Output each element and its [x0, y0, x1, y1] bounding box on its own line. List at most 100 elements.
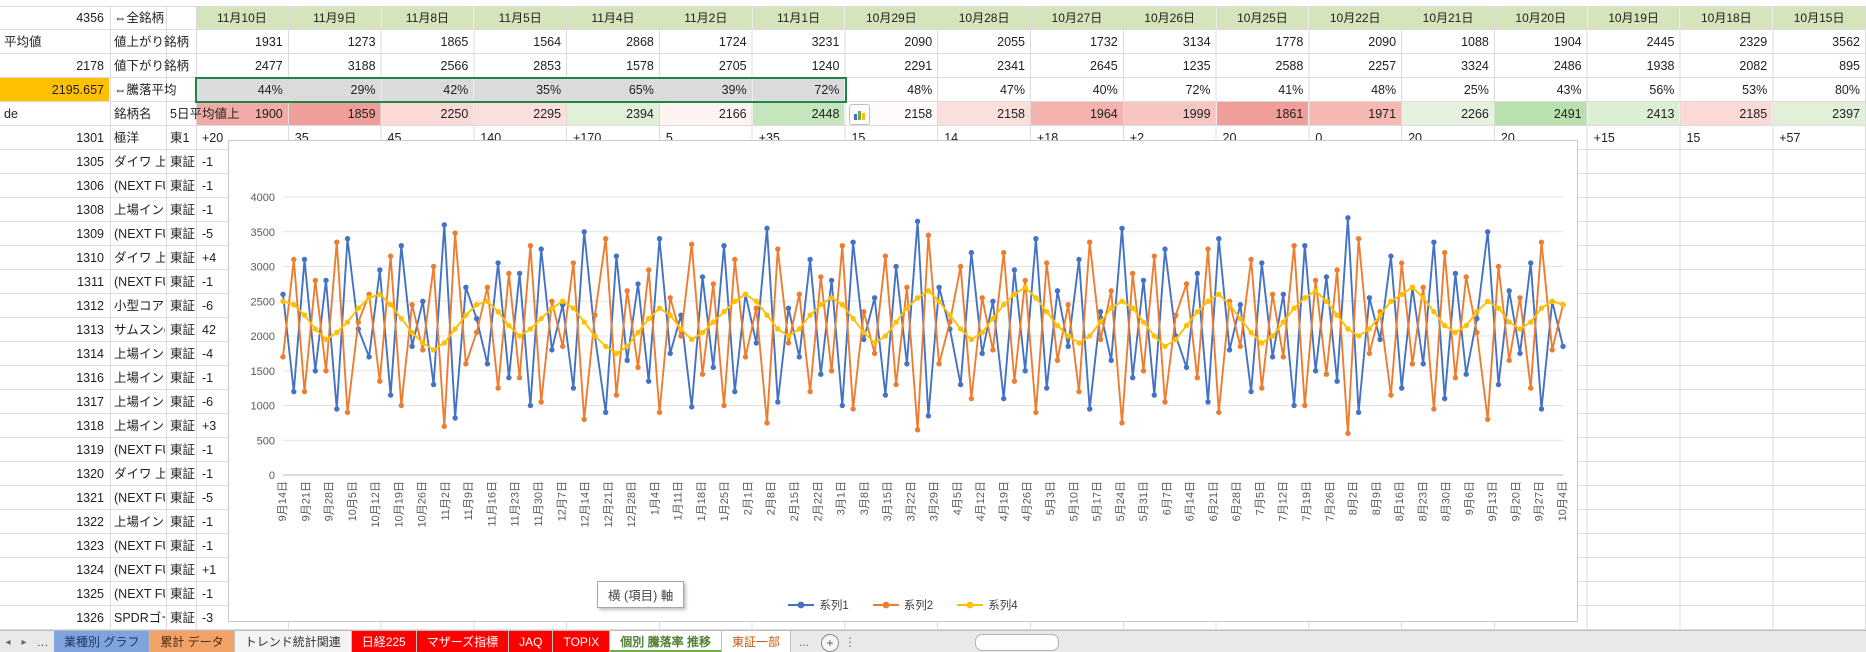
decliners-count-cell[interactable]: 2082 [1739, 59, 1768, 73]
ratio-label-cell[interactable]: ⇔騰落平均 [114, 83, 177, 97]
date-header-cell[interactable]: 10月26日 [1123, 6, 1216, 30]
avg5-value-cell[interactable]: 2413 [1587, 102, 1680, 126]
average-label-cell[interactable]: 平均値 [4, 35, 42, 49]
decliners-count-cell[interactable]: 2853 [533, 59, 562, 73]
date-header-cell[interactable]: 11月1日 [752, 6, 845, 30]
avg5-value-cell[interactable]: 2158 [938, 102, 1030, 126]
avg5-header-cell[interactable]: 5日平均値上 [170, 107, 240, 121]
stock-name-cell[interactable]: 上場インデ [114, 347, 165, 361]
sheet-tab-3[interactable]: トレンド統計関連 [234, 631, 352, 652]
stock-name-cell[interactable]: (NEXT FU [114, 563, 165, 577]
market-cell[interactable]: 東証 [170, 491, 195, 505]
stock-name-cell[interactable]: ダイワ 上場 [114, 155, 165, 169]
highlighted-average-cell[interactable]: 2195.657 [0, 78, 109, 102]
stock-name-cell[interactable]: ダイワ 上場 [114, 251, 165, 265]
stock-code-cell[interactable]: 1318 [76, 419, 104, 433]
date-header-cell[interactable]: 11月2日 [659, 6, 752, 30]
tab-nav-prev-icon[interactable]: ◂ [5, 636, 11, 648]
stock-code-cell[interactable]: 1311 [77, 275, 104, 289]
stock-code-cell[interactable]: 1324 [76, 563, 104, 577]
advancers-count-cell[interactable]: 3562 [1832, 35, 1860, 49]
ratio-cell[interactable]: 48% [1371, 83, 1397, 97]
advancers-count-cell[interactable]: 2868 [626, 35, 654, 49]
avg5-value-cell[interactable]: 2266 [1402, 102, 1494, 126]
ratio-cell[interactable]: 72% [1185, 83, 1211, 97]
advancers-count-cell[interactable]: 1088 [1461, 35, 1489, 49]
ratio-cell[interactable]: 25% [1463, 83, 1489, 97]
market-cell[interactable]: 東証 [170, 563, 195, 577]
advancers-label-cell[interactable]: 値上がり銘柄 [114, 35, 190, 49]
market-cell[interactable]: 東証 [170, 419, 195, 433]
avg5-value-cell[interactable]: 1861 [1216, 102, 1309, 126]
stock-code-cell[interactable]: 1325 [76, 587, 104, 601]
date-header-cell[interactable]: 11月4日 [567, 6, 659, 30]
ratio-cell[interactable]: 80% [1834, 83, 1860, 97]
advancers-count-cell[interactable]: 1931 [254, 35, 283, 49]
avg5-value-cell[interactable]: 1859 [288, 102, 381, 126]
market-cell[interactable]: 東証 [170, 275, 195, 289]
stock-name-cell[interactable]: (NEXT FU [114, 179, 165, 193]
cell-flag-icon[interactable] [849, 104, 870, 125]
decliners-count-cell[interactable]: 2291 [904, 59, 933, 73]
date-header-cell[interactable]: 11月8日 [381, 6, 474, 30]
avg5-value-cell[interactable]: 2448 [752, 102, 845, 126]
tab-scroll-splitter[interactable]: ⋮ [843, 635, 856, 649]
sheet-tab-2[interactable]: 累計 データ [150, 631, 235, 652]
stock-code-cell[interactable]: 1319 [76, 443, 104, 457]
stock-name-cell[interactable]: (NEXT FU [114, 275, 165, 289]
stock-name-cell[interactable]: 上場インデ [114, 419, 165, 433]
daily-change-cell[interactable]: +57 [1779, 131, 1801, 145]
ratio-cell[interactable]: 29% [288, 78, 381, 102]
advancers-count-cell[interactable]: 3134 [1182, 35, 1211, 49]
stock-name-cell[interactable]: 上場インデ [114, 395, 165, 409]
market-cell[interactable]: 東証 [170, 395, 195, 409]
tab-nav-more[interactable]: … [36, 635, 50, 649]
stock-code-cell[interactable]: 1306 [76, 179, 104, 193]
advancers-count-cell[interactable]: 1904 [1553, 35, 1582, 49]
avg5-value-cell[interactable]: 2185 [1680, 102, 1773, 126]
decliners-count-cell[interactable]: 3188 [347, 59, 376, 73]
advancers-count-cell[interactable]: 2445 [1646, 35, 1675, 49]
stock-name-cell[interactable]: 上場インデ [114, 203, 165, 217]
stock-code-cell[interactable]: 1310 [76, 251, 104, 265]
stock-code-cell[interactable]: 1317 [76, 395, 104, 409]
daily-change-cell[interactable]: +15 [1593, 131, 1615, 145]
stock-code-cell[interactable]: 1323 [76, 539, 104, 553]
advancers-count-cell[interactable]: 1732 [1089, 35, 1118, 49]
market-cell[interactable]: 東証 [170, 227, 195, 241]
legend-item[interactable]: 系列4 [957, 597, 1018, 613]
stock-name-cell[interactable]: (NEXT FU [114, 539, 165, 553]
stock-code-cell[interactable]: 1320 [76, 467, 104, 481]
horizontal-scrollbar-thumb[interactable] [975, 634, 1059, 651]
decliners-count-cell[interactable]: 2705 [718, 59, 747, 73]
all-issues-label-cell[interactable]: ⇔全銘柄 [114, 11, 165, 25]
market-cell[interactable]: 東証 [170, 443, 195, 457]
ratio-cell[interactable]: 39% [659, 78, 752, 102]
avg5-value-cell[interactable]: 1964 [1031, 102, 1123, 126]
stock-name-cell[interactable]: (NEXT FU [114, 587, 165, 601]
avg5-value-cell[interactable]: 2166 [659, 102, 752, 126]
stock-name-cell[interactable]: SPDRゴー [114, 611, 165, 625]
embedded-line-chart[interactable]: 0 500 1000 1500 2000 2500 3000 3500 4000 9月14日 9月2… [228, 140, 1578, 622]
date-header-cell[interactable]: 10月20日 [1494, 6, 1587, 30]
name-header-cell[interactable]: 銘柄名 [114, 107, 152, 121]
avg5-value-cell[interactable]: 2397 [1773, 102, 1865, 126]
date-header-cell[interactable]: 10月29日 [845, 6, 938, 30]
ratio-cell[interactable]: 48% [907, 83, 933, 97]
avg5-value-cell[interactable]: 1999 [1123, 102, 1216, 126]
stock-name-cell[interactable]: 小型コア [114, 299, 165, 313]
ratio-cell[interactable]: 40% [1092, 83, 1118, 97]
sheet-tab-6[interactable]: JAQ [509, 631, 554, 652]
date-header-cell[interactable]: 11月5日 [474, 6, 567, 30]
stock-name-cell[interactable]: (NEXT FU [114, 491, 165, 505]
market-cell[interactable]: 東証 [170, 587, 195, 601]
half-count-cell[interactable]: 2178 [76, 59, 104, 73]
stock-code-cell[interactable]: 1309 [76, 227, 104, 241]
stock-name-cell[interactable]: ダイワ 上場 [114, 467, 165, 481]
sheet-tab-1[interactable]: 業種別 グラフ [54, 631, 151, 652]
advancers-count-cell[interactable]: 1273 [347, 35, 376, 49]
legend-item[interactable]: 系列1 [788, 597, 849, 613]
market-cell[interactable]: 東証 [170, 371, 195, 385]
stock-code-cell[interactable]: 1313 [76, 323, 104, 337]
decliners-count-cell[interactable]: 2566 [440, 59, 469, 73]
